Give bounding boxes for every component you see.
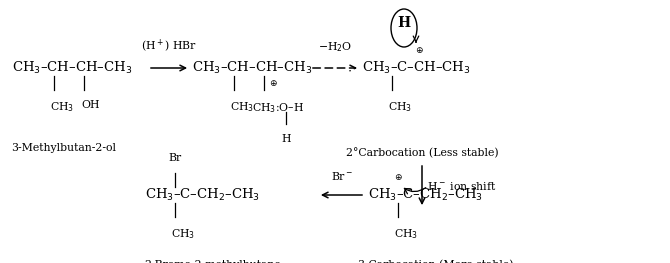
Text: $\oplus$: $\oplus$ [269, 78, 278, 88]
Text: CH$_3$: CH$_3$ [394, 227, 418, 241]
Text: CH$_3$–CH–CH–CH$_3$: CH$_3$–CH–CH–CH$_3$ [192, 60, 312, 76]
Text: $\oplus$: $\oplus$ [394, 172, 403, 182]
Text: Br: Br [168, 153, 182, 163]
Text: CH$_3$–C–CH$_2$–CH$_3$: CH$_3$–C–CH$_2$–CH$_3$ [368, 187, 483, 203]
Text: CH$_3$: CH$_3$ [388, 100, 412, 114]
Text: (H$^+$) HBr: (H$^+$) HBr [141, 37, 197, 54]
Text: H: H [397, 16, 411, 30]
Text: CH$_3$: CH$_3$ [230, 100, 254, 114]
Text: 2-Bromo-2-methylbutane: 2-Bromo-2-methylbutane [145, 260, 281, 263]
Text: H: H [281, 134, 291, 144]
Text: CH$_3$: CH$_3$ [50, 100, 74, 114]
Text: CH$_3$–C–CH–CH$_3$: CH$_3$–C–CH–CH$_3$ [362, 60, 471, 76]
Text: 3-Methylbutan-2-ol: 3-Methylbutan-2-ol [11, 143, 117, 153]
Text: CH$_3$: CH$_3$ [171, 227, 195, 241]
Text: CH$_3$–C–CH$_2$–CH$_3$: CH$_3$–C–CH$_2$–CH$_3$ [145, 187, 260, 203]
Text: $-$H$_2$O: $-$H$_2$O [318, 40, 352, 54]
Text: $\oplus$: $\oplus$ [415, 45, 423, 55]
Text: OH: OH [81, 100, 100, 110]
Text: 3 Carbocation (More stable): 3 Carbocation (More stable) [358, 260, 514, 263]
Text: CH$_3$–CH–CH–CH$_3$: CH$_3$–CH–CH–CH$_3$ [12, 60, 132, 76]
Text: CH$_3$:O–H: CH$_3$:O–H [252, 101, 304, 115]
Text: Br$^-$: Br$^-$ [331, 170, 353, 182]
Text: H$^-$ ion shift: H$^-$ ion shift [427, 180, 496, 192]
Text: 2°Carbocation (Less stable): 2°Carbocation (Less stable) [346, 148, 498, 159]
